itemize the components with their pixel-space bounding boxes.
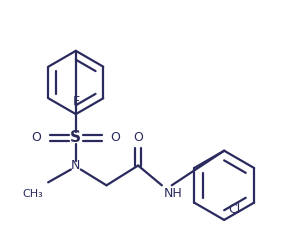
Text: F: F — [72, 95, 80, 108]
Text: O: O — [110, 131, 120, 144]
Text: NH: NH — [164, 187, 183, 200]
Text: Cl: Cl — [228, 203, 240, 216]
Text: S: S — [70, 130, 81, 145]
Text: N: N — [71, 159, 80, 172]
Text: O: O — [133, 131, 143, 144]
Text: CH₃: CH₃ — [22, 189, 43, 199]
Text: O: O — [31, 131, 41, 144]
